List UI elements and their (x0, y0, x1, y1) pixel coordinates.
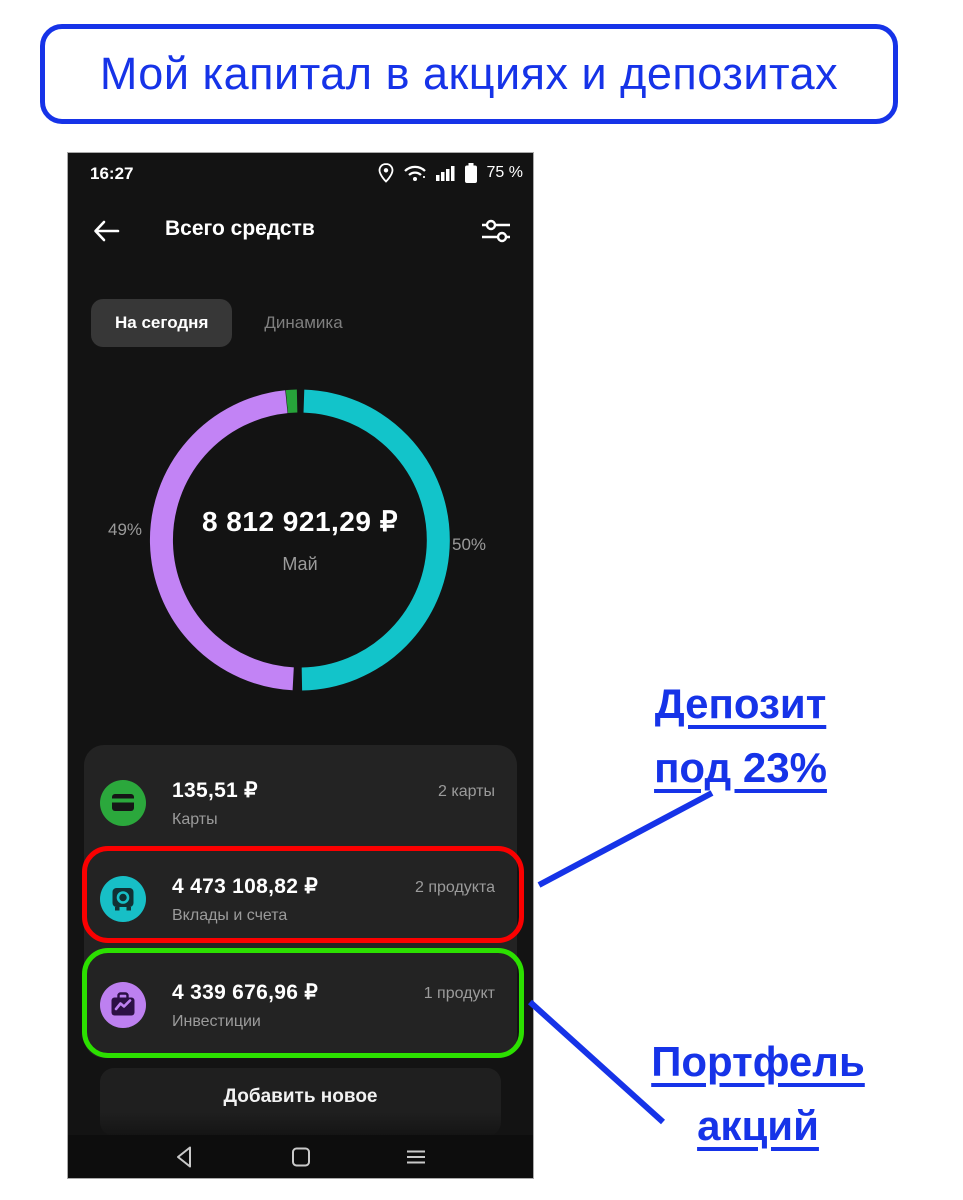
android-navbar (68, 1135, 533, 1178)
tab-dynamics[interactable]: Динамика (264, 313, 343, 332)
total-amount: 8 812 921,29 ₽ (201, 506, 399, 537)
annotation-deposit-line1: Депозит (654, 680, 827, 727)
account-meta: 2 продукта (414, 879, 495, 896)
account-meta: 1 продукт (423, 985, 495, 1002)
annotation-deposit: Депозит под 23% (608, 672, 873, 800)
filter-icon[interactable] (481, 217, 511, 245)
wifi-icon (403, 165, 426, 181)
safe-icon (100, 876, 146, 922)
donut-segment-0 (285, 389, 298, 414)
title-banner: Мой капитал в акциях и депозитах (40, 24, 898, 124)
nav-back-icon[interactable] (172, 1144, 198, 1170)
donut-chart (149, 389, 450, 691)
donut-segment-1 (301, 389, 450, 691)
account-label: Инвестиции (172, 1012, 261, 1030)
period-label: Май (282, 554, 318, 574)
accounts-card (84, 745, 517, 1058)
account-row-investments[interactable]: 4 339 676,96 ₽ Инвестиции 1 продукт (84, 955, 517, 1055)
donut-segment-2 (149, 390, 294, 691)
nav-menu-icon[interactable] (403, 1144, 429, 1170)
account-label: Карты (172, 810, 218, 828)
annotation-stocks-line1: Портфель (651, 1038, 865, 1085)
back-icon[interactable] (90, 215, 122, 247)
donut-center: 8 812 921,29 ₽ Май (150, 505, 450, 575)
nav-home-icon[interactable] (288, 1144, 314, 1170)
battery-icon (464, 163, 477, 183)
account-label: Вклады и счета (172, 906, 288, 924)
period-tabs: На сегодня Динамика (91, 299, 343, 347)
add-new-button[interactable]: Добавить новое (100, 1068, 501, 1136)
annotation-deposit-line2: под 23% (654, 744, 827, 791)
account-row-deposits[interactable]: 4 473 108,82 ₽ Вклады и счета 2 продукта (84, 856, 517, 942)
account-value: 4 339 676,96 ₽ (172, 980, 319, 1004)
location-icon (378, 163, 393, 183)
deposit-connector-line (537, 790, 714, 888)
status-icons: 75 % (377, 162, 523, 184)
status-bar: 16:27 (68, 153, 533, 195)
tab-today[interactable]: На сегодня (91, 299, 233, 347)
annotation-stocks: Портфель акций (628, 1030, 888, 1158)
phone-screenshot: 16:27 (67, 152, 534, 1179)
add-new-label: Добавить новое (223, 1086, 378, 1107)
account-value: 4 473 108,82 ₽ (172, 874, 319, 898)
donut-label-left: 49% (108, 520, 143, 539)
signal-icon (435, 166, 455, 181)
account-meta: 2 карты (438, 783, 495, 800)
account-row-cards[interactable]: 135,51 ₽ Карты 2 карты (84, 753, 517, 853)
donut-label-right: 50% (452, 535, 487, 554)
app-header: Всего средств (68, 211, 533, 251)
tab-today-label: На сегодня (115, 313, 209, 332)
page-title: Мой капитал в акциях и депозитах (99, 48, 839, 99)
status-time: 16:27 (90, 164, 134, 183)
screen-title: Всего средств (165, 217, 315, 240)
battery-percent: 75 % (486, 164, 523, 181)
investments-icon (100, 982, 146, 1028)
account-value: 135,51 ₽ (172, 778, 258, 802)
annotation-stocks-line2: акций (697, 1102, 819, 1149)
card-icon (100, 780, 146, 826)
